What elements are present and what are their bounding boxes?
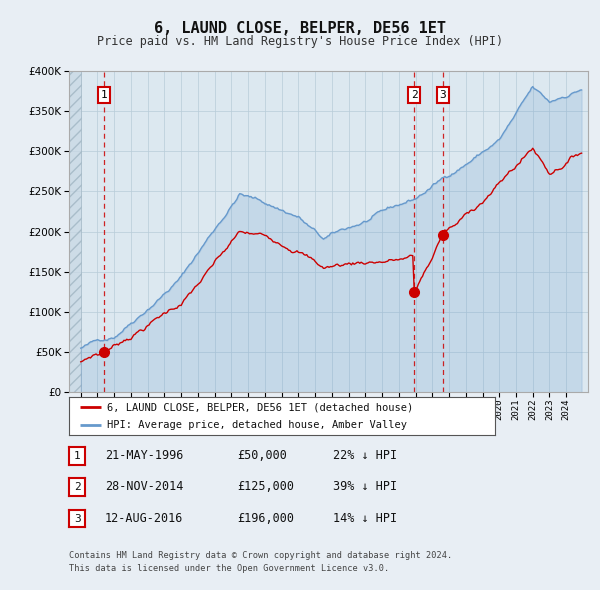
Text: 6, LAUND CLOSE, BELPER, DE56 1ET: 6, LAUND CLOSE, BELPER, DE56 1ET xyxy=(154,21,446,35)
Text: 2: 2 xyxy=(410,90,418,100)
Text: 3: 3 xyxy=(439,90,446,100)
Bar xyxy=(69,71,81,392)
Text: 2: 2 xyxy=(74,483,80,492)
Text: 3: 3 xyxy=(74,514,80,523)
Text: Price paid vs. HM Land Registry's House Price Index (HPI): Price paid vs. HM Land Registry's House … xyxy=(97,35,503,48)
Text: £50,000: £50,000 xyxy=(237,449,287,462)
Text: 22% ↓ HPI: 22% ↓ HPI xyxy=(333,449,397,462)
Text: £196,000: £196,000 xyxy=(237,512,294,525)
Text: 21-MAY-1996: 21-MAY-1996 xyxy=(105,449,184,462)
Text: 28-NOV-2014: 28-NOV-2014 xyxy=(105,480,184,493)
Text: HPI: Average price, detached house, Amber Valley: HPI: Average price, detached house, Ambe… xyxy=(107,420,407,430)
Text: 1: 1 xyxy=(74,451,80,461)
Text: £125,000: £125,000 xyxy=(237,480,294,493)
Text: 14% ↓ HPI: 14% ↓ HPI xyxy=(333,512,397,525)
Text: This data is licensed under the Open Government Licence v3.0.: This data is licensed under the Open Gov… xyxy=(69,565,389,573)
Text: Contains HM Land Registry data © Crown copyright and database right 2024.: Contains HM Land Registry data © Crown c… xyxy=(69,552,452,560)
Text: 39% ↓ HPI: 39% ↓ HPI xyxy=(333,480,397,493)
Text: 12-AUG-2016: 12-AUG-2016 xyxy=(105,512,184,525)
Text: 1: 1 xyxy=(100,90,107,100)
Text: 6, LAUND CLOSE, BELPER, DE56 1ET (detached house): 6, LAUND CLOSE, BELPER, DE56 1ET (detach… xyxy=(107,402,413,412)
